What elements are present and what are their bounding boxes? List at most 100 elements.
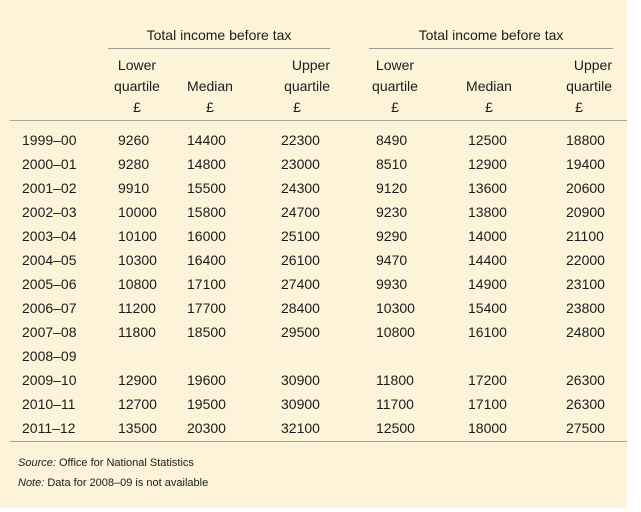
col-header-upper-quartile-2: Upper quartile £: [546, 55, 612, 118]
table-row: 2002–03 10000 15800 24700 9230 13800 20900: [0, 200, 627, 224]
table-cell: 15500: [187, 180, 226, 196]
table-cell: 21100: [566, 228, 604, 244]
col-header-line1: Upper: [291, 57, 330, 73]
table-row: 2000–01 9280 14800 23000 8510 12900 19400: [0, 152, 627, 176]
table-cell: 17700: [187, 300, 226, 316]
table-cell: 9290: [376, 228, 408, 244]
table-cell: 10300: [118, 252, 157, 268]
note-text: Data for 2008–09 is not available: [44, 477, 209, 489]
col-header-line2: quartile: [372, 78, 418, 94]
row-year: 2002–03: [22, 204, 77, 220]
table-cell: 12900: [118, 372, 157, 388]
col-header-line2: quartile: [566, 78, 612, 94]
row-year: 2011–12: [22, 420, 76, 436]
col-header-lower-quartile-2: Lower quartile £: [362, 55, 428, 118]
source-label: Source:: [18, 457, 56, 469]
table-cell: 24300: [281, 180, 320, 196]
table-row: 2001–02 9910 15500 24300 9120 13600 20600: [0, 176, 627, 200]
table-cell: 10800: [376, 324, 415, 340]
table-cell: 17100: [468, 396, 507, 412]
table-cell: 19400: [566, 156, 605, 172]
table-cell: 13800: [468, 204, 507, 220]
table-cell: 11200: [118, 300, 156, 316]
col-header-line2: quartile: [284, 78, 330, 94]
col-header-line2: Median: [187, 78, 233, 94]
table-cell: 27400: [281, 276, 320, 292]
table-row: 2007–08 11800 18500 29500 10800 16100 24800: [0, 320, 627, 344]
table-cell: 9280: [118, 156, 150, 172]
table-cell: 14900: [468, 276, 507, 292]
table-cell: 22000: [566, 252, 605, 268]
table-row: 2010–11 12700 19500 30900 11700 17100 26300: [0, 392, 627, 416]
row-year: 2000–01: [22, 156, 77, 172]
table-cell: 25100: [281, 228, 320, 244]
col-header-unit: £: [293, 99, 301, 115]
table-cell: 12900: [468, 156, 507, 172]
table-cell: 23100: [566, 276, 605, 292]
table-cell: 19500: [187, 396, 226, 412]
row-year: 2001–02: [22, 180, 77, 196]
col-header-upper-quartile-1: Upper quartile £: [264, 55, 330, 118]
table-row: 2011–12 13500 20300 32100 12500 18000 27500: [0, 416, 627, 440]
table-cell: 14400: [187, 132, 226, 148]
table-cell: 11800: [376, 372, 414, 388]
table-cell: 14800: [187, 156, 226, 172]
col-header-median-1: Median £: [177, 55, 243, 118]
source-text: Office for National Statistics: [55, 457, 194, 469]
table-cell: 16100: [468, 324, 507, 340]
table-cell: 9230: [376, 204, 408, 220]
table-cell: 19600: [187, 372, 226, 388]
table-cell: 22300: [281, 132, 320, 148]
col-header-median-2: Median £: [456, 55, 522, 118]
table-cell: 18800: [566, 132, 605, 148]
row-year: 2010–11: [22, 396, 76, 412]
row-year: 2009–10: [22, 372, 77, 388]
table-cell: 11800: [118, 324, 156, 340]
table-row: 2009–10 12900 19600 30900 11800 17200 26300: [0, 368, 627, 392]
table-cell: 28400: [281, 300, 320, 316]
col-header-line1: Lower: [375, 57, 415, 73]
row-year: 2008–09: [22, 348, 77, 364]
table-cell: 20300: [187, 420, 226, 436]
col-header-unit: £: [485, 99, 493, 115]
group-header-2: Total income before tax: [418, 27, 564, 43]
row-year: 2006–07: [22, 300, 77, 316]
footer-divider: [10, 441, 627, 442]
table-cell: 12500: [376, 420, 415, 436]
table-cell: 18500: [187, 324, 226, 340]
row-year: 2004–05: [22, 252, 77, 268]
source-note: Source: Office for National Statistics: [18, 455, 194, 471]
header-divider: [10, 120, 627, 121]
col-header-line1: [456, 55, 522, 76]
table-cell: 29500: [281, 324, 320, 340]
table-cell: 24700: [281, 204, 320, 220]
table-cell: 20600: [566, 180, 605, 196]
table-row: 2005–06 10800 17100 27400 9930 14900 23100: [0, 272, 627, 296]
table-cell: 30900: [281, 372, 320, 388]
table-cell: 10100: [118, 228, 157, 244]
table-cell: 8510: [376, 156, 408, 172]
data-note: Note: Data for 2008–09 is not available: [18, 475, 208, 491]
table-row: 2003–04 10100 16000 25100 9290 14000 21100: [0, 224, 627, 248]
table-cell: 12700: [118, 396, 157, 412]
table-cell: 9120: [376, 180, 408, 196]
table-cell: 11700: [376, 396, 414, 412]
table-cell: 9930: [376, 276, 408, 292]
col-header-lower-quartile-1: Lower quartile £: [104, 55, 170, 118]
table-cell: 13600: [468, 180, 507, 196]
table-cell: 26300: [566, 396, 605, 412]
group-rule-1: [108, 48, 330, 49]
table-cell: 10800: [118, 276, 157, 292]
table-cell: 24800: [566, 324, 605, 340]
row-year: 2005–06: [22, 276, 77, 292]
col-header-line1: Upper: [573, 57, 612, 73]
table-cell: 14400: [468, 252, 507, 268]
table-cell: 18000: [468, 420, 507, 436]
table-cell: 10000: [118, 204, 157, 220]
col-header-unit: £: [206, 99, 214, 115]
table-cell: 30900: [281, 396, 320, 412]
table-row: 1999–00 9260 14400 22300 8490 12500 18800: [0, 128, 627, 152]
table-cell: 16000: [187, 228, 226, 244]
table-cell: 17100: [187, 276, 226, 292]
note-label: Note:: [18, 477, 45, 489]
